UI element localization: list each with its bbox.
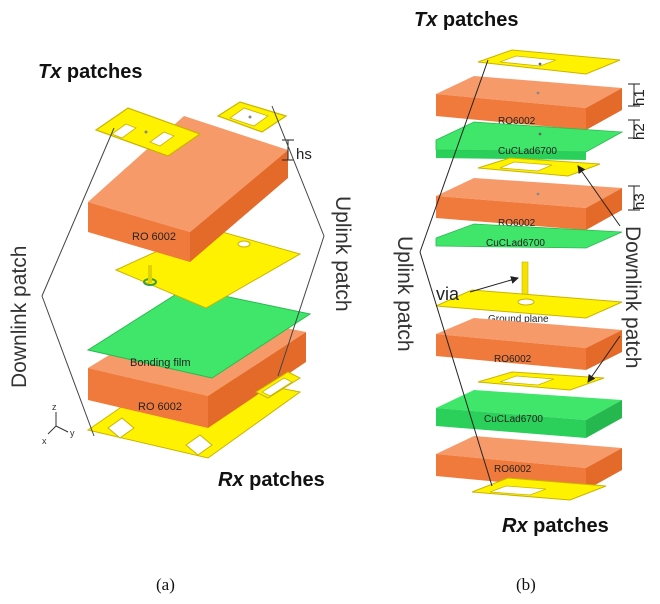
ro6002-top-slab-a [88, 116, 288, 262]
h1-label-b: h1 [631, 89, 648, 106]
caption-b: (b) [516, 575, 536, 594]
downlink-patch-label-a: Downlink patch [8, 246, 31, 388]
h2-label-b: h2 [631, 123, 648, 140]
cuclad6700-label-1-b: CuCLad6700 [498, 146, 557, 157]
cuclad6700-slab-3-b [436, 390, 622, 438]
ro6002-bottom-label-a: RO 6002 [138, 401, 182, 413]
downlink-patch-label-b: Downlink patch [621, 226, 644, 368]
cuclad6700-label-2-b: CuCLad6700 [486, 238, 545, 249]
ro6002-slab-1-b [436, 76, 622, 130]
tx-patch-large-a [94, 107, 202, 157]
axes-indicator-a [47, 412, 69, 435]
hs-dimension-a [282, 139, 294, 161]
axis-x-label: x [42, 436, 47, 446]
via-b [521, 261, 529, 299]
cuclad6700-label-3-b: CuCLad6700 [484, 414, 543, 425]
ro6002-label-3-b: RO6002 [494, 354, 532, 365]
via-label-b: via [436, 284, 460, 304]
lower-patch-layer-b [477, 371, 605, 391]
uplink-patch-label-a: Uplink patch [331, 196, 354, 312]
rx-patch-layer-b [471, 477, 607, 501]
hs-label-a: hs [296, 146, 312, 163]
uplink-bracket-a [271, 105, 325, 377]
ground-plane-b [435, 289, 623, 319]
tx-patch-small-a [216, 101, 288, 133]
tx-patches-title-b: Tx patches [414, 9, 519, 31]
axis-z-label: z [52, 402, 57, 412]
h-dimensions-b [628, 83, 640, 211]
ro6002-label-2-b: RO6002 [498, 218, 536, 229]
ro6002-label-4-b: RO6002 [494, 464, 532, 475]
uplink-patch-label-b: Uplink patch [393, 236, 416, 352]
h3-label-b: h3 [631, 193, 648, 210]
cuclad6700-slab-1-b [435, 121, 624, 160]
panel-a: RO 6002 Bonding film RO 6002 [8, 61, 354, 594]
downlink-pointers-b [577, 165, 621, 383]
uplink-pointers-b [419, 59, 493, 487]
ground-plane-label-b: Ground plane [488, 314, 549, 325]
tx-patches-title-a: Tx patches [38, 61, 143, 83]
panel-b: RO6002 CuCLad6700 RO6002 CuCLad6700 [393, 9, 648, 594]
ro6002-slab-3-b [436, 318, 622, 370]
ro6002-label-1-b: RO6002 [498, 116, 536, 127]
bonding-film-label-a: Bonding film [130, 357, 191, 369]
ro6002-slab-2-b [436, 178, 622, 230]
tx-patch-layer-b [477, 49, 621, 75]
bonding-film-a [86, 287, 312, 379]
ro6002-top-label-a: RO 6002 [132, 231, 176, 243]
mid-patch-layer-b [477, 157, 601, 177]
cuclad6700-slab-2-b [435, 223, 623, 249]
downlink-bracket-a [41, 127, 115, 437]
axis-y-label: y [70, 428, 75, 438]
rx-patches-title-a: Rx patches [218, 469, 325, 491]
rx-patches-title-b: Rx patches [502, 515, 609, 537]
via-arrow-b [469, 276, 519, 293]
caption-a: (a) [156, 575, 175, 594]
